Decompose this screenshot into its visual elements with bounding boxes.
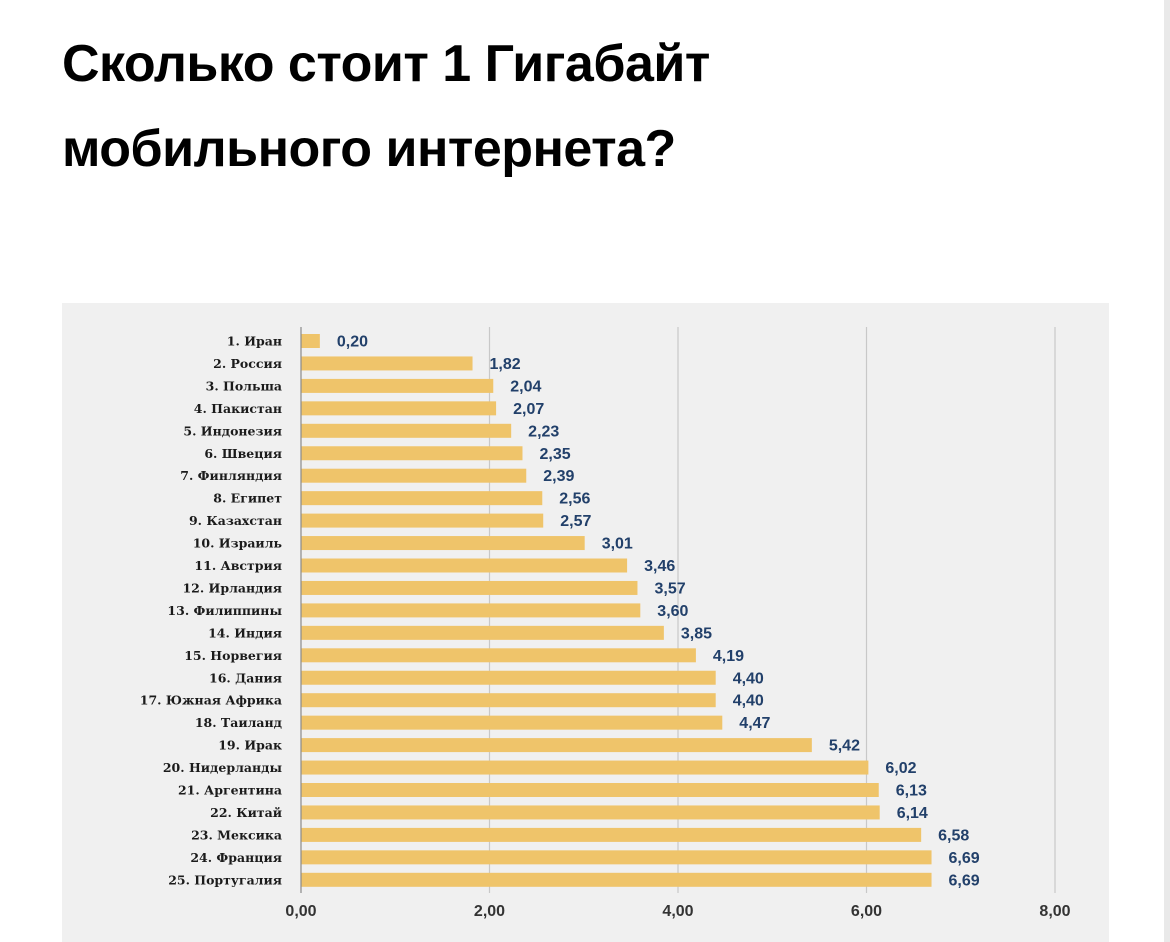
x-tick-label: 2,00: [474, 903, 505, 920]
bar: [301, 356, 473, 371]
bar-chart: 1. Иран 0,20 2. Россия 1,82 3. Польша 2,04 4. …: [140, 327, 1071, 920]
category-label: 20. Нидерланды: [163, 760, 283, 775]
category-label: 16. Дания: [209, 670, 282, 685]
category-label: 5. Индонезия: [183, 423, 282, 438]
x-tick-label: 0,00: [285, 903, 316, 920]
bar: [301, 468, 527, 483]
category-label: 12. Ирландия: [182, 580, 282, 595]
x-tick-label: 8,00: [1039, 903, 1070, 920]
bar: [301, 693, 716, 708]
bar: [301, 423, 512, 438]
category-label: 19. Ирак: [218, 738, 282, 753]
value-label: 3,01: [602, 536, 633, 553]
bar: [301, 401, 497, 416]
category-label: 18. Таиланд: [195, 715, 282, 730]
category-label: 22. Китай: [210, 805, 282, 820]
value-label: 3,85: [681, 625, 712, 642]
value-label: 1,82: [490, 356, 521, 373]
bar: [301, 670, 716, 685]
category-label: 21. Аргентина: [178, 783, 282, 798]
bar: [301, 334, 320, 348]
value-label: 2,57: [560, 513, 591, 530]
value-label: 3,60: [657, 603, 688, 620]
bar: [301, 783, 879, 797]
bar: [301, 827, 922, 842]
value-label: 2,56: [559, 491, 590, 508]
chart-panel: 1. Иран 0,20 2. Россия 1,82 3. Польша 2,04 4. …: [62, 303, 1109, 942]
article-title-line-2: мобильного интернета?: [62, 120, 676, 178]
category-label: 4. Пакистан: [194, 401, 282, 416]
x-tick-label: 4,00: [662, 903, 693, 920]
category-label: 15. Норвегия: [184, 648, 282, 663]
bar: [301, 648, 696, 663]
value-label: 2,35: [539, 446, 570, 463]
category-label: 23. Мексика: [191, 827, 282, 842]
value-label: 4,47: [739, 715, 770, 732]
x-tick-label: 6,00: [851, 903, 882, 920]
category-label: 3. Польша: [206, 378, 282, 393]
value-label: 4,40: [733, 693, 764, 710]
value-label: 3,57: [654, 580, 685, 597]
category-label: 2. Россия: [213, 356, 282, 371]
value-label: 2,39: [543, 468, 574, 485]
category-label: 9. Казахстан: [189, 513, 282, 528]
value-label: 0,20: [337, 334, 368, 351]
bar: [301, 580, 638, 595]
category-label: 7. Финляндия: [180, 468, 282, 483]
bar: [301, 446, 523, 461]
category-label: 25. Португалия: [168, 872, 282, 887]
category-label: 10. Израиль: [193, 536, 282, 551]
category-label: 11. Австрия: [194, 558, 282, 573]
page-edge: [1164, 0, 1170, 942]
bar: [301, 558, 628, 573]
category-label: 8. Египет: [213, 491, 282, 506]
bar: [301, 536, 585, 551]
bar: [301, 872, 932, 887]
bar: [301, 805, 880, 820]
bar: [301, 513, 544, 528]
bar: [301, 625, 664, 640]
category-label: 1. Иран: [227, 334, 282, 349]
value-label: 5,42: [829, 738, 860, 755]
article-title: Сколько стоит 1 Гигабайт мобильного инте…: [62, 22, 1062, 192]
category-label: 14. Индия: [208, 625, 282, 640]
value-label: 6,14: [897, 805, 928, 822]
value-label: 3,46: [644, 558, 675, 575]
value-label: 6,69: [949, 850, 980, 867]
value-label: 6,13: [896, 783, 927, 800]
value-label: 6,69: [949, 872, 980, 889]
bar: [301, 603, 641, 618]
value-label: 6,58: [938, 827, 969, 844]
value-label: 2,07: [513, 401, 544, 418]
category-label: 24. Франция: [190, 850, 282, 865]
category-label: 17. Южная Африка: [140, 693, 282, 708]
value-label: 4,19: [713, 648, 744, 665]
bar: [301, 760, 869, 775]
category-label: 13. Филиппины: [167, 603, 282, 618]
value-label: 6,02: [885, 760, 916, 777]
article-title-line-1: Сколько стоит 1 Гигабайт: [62, 35, 710, 93]
bar: [301, 491, 543, 506]
bar: [301, 738, 812, 753]
bar: [301, 850, 932, 865]
bar: [301, 378, 494, 393]
category-label: 6. Швеция: [204, 446, 282, 461]
bar: [301, 715, 723, 730]
value-label: 4,40: [733, 670, 764, 687]
value-label: 2,04: [510, 378, 541, 395]
value-label: 2,23: [528, 423, 559, 440]
